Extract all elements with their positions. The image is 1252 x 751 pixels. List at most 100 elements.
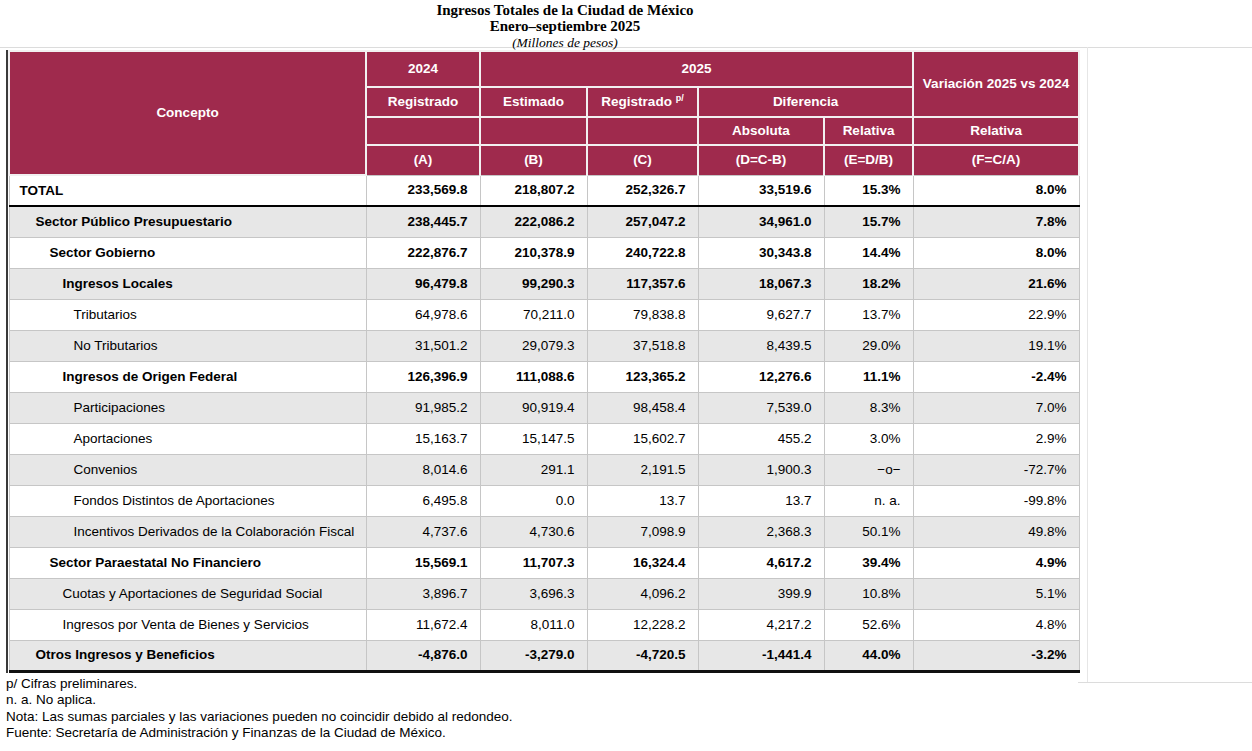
- cell-variacion-relativa: 8.0%: [913, 175, 1079, 206]
- cell-registrado-2024: 31,501.2: [366, 330, 480, 361]
- cell-diferencia-relativa: 8.3%: [824, 392, 913, 423]
- cell-registrado-2025: 4,096.2: [587, 578, 698, 609]
- cell-concepto: Ingresos Locales: [9, 268, 366, 299]
- table-row: Participaciones 91,985.2 90,919.4 98,458…: [9, 392, 1079, 423]
- cell-concepto: Sector Paraestatal No Financiero: [9, 547, 366, 578]
- cell-variacion-relativa: -3.2%: [913, 640, 1079, 671]
- cell-estimado: 70,211.0: [480, 299, 587, 330]
- cell-concepto: Sector Público Presupuestario: [9, 206, 366, 237]
- cell-diferencia-absoluta: 34,961.0: [698, 206, 824, 237]
- cell-estimado: 111,088.6: [480, 361, 587, 392]
- cell-diferencia-absoluta: 30,343.8: [698, 237, 824, 268]
- header-formula-a: (A): [366, 145, 480, 175]
- cell-registrado-2025: 79,838.8: [587, 299, 698, 330]
- cell-diferencia-absoluta: 455.2: [698, 423, 824, 454]
- cell-diferencia-relativa: 18.2%: [824, 268, 913, 299]
- cell-concepto: Convenios: [9, 454, 366, 485]
- header-formula-e: (E=D/B): [824, 145, 913, 175]
- cell-registrado-2024: 126,396.9: [366, 361, 480, 392]
- cell-registrado-2025: 37,518.8: [587, 330, 698, 361]
- report-units: (Millones de pesos): [0, 35, 1130, 49]
- header-registrado-2025: Registrado p/: [587, 87, 698, 117]
- cell-registrado-2024: 3,896.7: [366, 578, 480, 609]
- preliminary-superscript: p/: [676, 93, 684, 103]
- cell-diferencia-absoluta: 9,627.7: [698, 299, 824, 330]
- cell-registrado-2024: 11,672.4: [366, 609, 480, 640]
- cell-registrado-2025: 16,324.4: [587, 547, 698, 578]
- cell-diferencia-absoluta: -1,441.4: [698, 640, 824, 671]
- cell-registrado-2025: -4,720.5: [587, 640, 698, 671]
- cell-concepto: Ingresos de Origen Federal: [9, 361, 366, 392]
- cell-concepto: TOTAL: [9, 175, 366, 206]
- cell-variacion-relativa: 21.6%: [913, 268, 1079, 299]
- cell-diferencia-absoluta: 12,276.6: [698, 361, 824, 392]
- header-formula-d: (D=C-B): [698, 145, 824, 175]
- cell-estimado: 210,378.9: [480, 237, 587, 268]
- cell-registrado-2024: 15,569.1: [366, 547, 480, 578]
- cell-diferencia-absoluta: 4,217.2: [698, 609, 824, 640]
- report-period: Enero–septiembre 2025: [0, 19, 1130, 35]
- cell-registrado-2024: 222,876.7: [366, 237, 480, 268]
- cell-diferencia-relativa: 11.1%: [824, 361, 913, 392]
- cell-concepto: Cuotas y Aportaciones de Seguridad Socia…: [9, 578, 366, 609]
- cell-registrado-2024: 233,569.8: [366, 175, 480, 206]
- header-spacer-a: [366, 117, 480, 145]
- table-row: TOTAL 233,569.8 218,807.2 252,326.7 33,5…: [9, 175, 1079, 206]
- header-absoluta: Absoluta: [698, 117, 824, 145]
- header-estimado: Estimado: [480, 87, 587, 117]
- cell-diferencia-absoluta: 4,617.2: [698, 547, 824, 578]
- cell-variacion-relativa: -2.4%: [913, 361, 1079, 392]
- header-relativa: Relativa: [824, 117, 913, 145]
- header-spacer-b: [480, 117, 587, 145]
- report-title-block: Ingresos Totales de la Ciudad de México …: [0, 0, 1130, 49]
- header-diferencia: Diferencia: [698, 87, 913, 117]
- cell-diferencia-relativa: 10.8%: [824, 578, 913, 609]
- cell-registrado-2025: 13.7: [587, 485, 698, 516]
- cell-estimado: 15,147.5: [480, 423, 587, 454]
- cell-registrado-2024: -4,876.0: [366, 640, 480, 671]
- cell-variacion-relativa: 7.0%: [913, 392, 1079, 423]
- cell-registrado-2025: 257,047.2: [587, 206, 698, 237]
- cell-variacion-relativa: 4.9%: [913, 547, 1079, 578]
- cell-concepto: No Tributarios: [9, 330, 366, 361]
- cell-registrado-2024: 15,163.7: [366, 423, 480, 454]
- cell-registrado-2025: 15,602.7: [587, 423, 698, 454]
- table-row: Sector Paraestatal No Financiero 15,569.…: [9, 547, 1079, 578]
- cell-diferencia-relativa: 50.1%: [824, 516, 913, 547]
- cell-diferencia-absoluta: 33,519.6: [698, 175, 824, 206]
- table-row: Fondos Distintos de Aportaciones 6,495.8…: [9, 485, 1079, 516]
- cell-registrado-2025: 123,365.2: [587, 361, 698, 392]
- cell-variacion-relativa: 5.1%: [913, 578, 1079, 609]
- cell-registrado-2025: 7,098.9: [587, 516, 698, 547]
- header-variacion: Variación 2025 vs 2024: [913, 51, 1079, 117]
- footnote-source: Fuente: Secretaría de Administración y F…: [6, 725, 1252, 742]
- report-title: Ingresos Totales de la Ciudad de México: [0, 3, 1130, 19]
- table-header: Concepto 2024 2025 Variación 2025 vs 202…: [9, 51, 1079, 175]
- cell-registrado-2025: 12,228.2: [587, 609, 698, 640]
- cell-concepto: Participaciones: [9, 392, 366, 423]
- cell-diferencia-absoluta: 1,900.3: [698, 454, 824, 485]
- cell-concepto: Tributarios: [9, 299, 366, 330]
- cell-variacion-relativa: 7.8%: [913, 206, 1079, 237]
- cell-estimado: 222,086.2: [480, 206, 587, 237]
- cell-diferencia-relativa: 15.3%: [824, 175, 913, 206]
- table-row: Sector Gobierno 222,876.7 210,378.9 240,…: [9, 237, 1079, 268]
- cell-registrado-2025: 2,191.5: [587, 454, 698, 485]
- header-year-2025: 2025: [480, 51, 913, 87]
- header-formula-f: (F=C/A): [913, 145, 1079, 175]
- cell-variacion-relativa: 8.0%: [913, 237, 1079, 268]
- cell-concepto: Aportaciones: [9, 423, 366, 454]
- table-row: Aportaciones 15,163.7 15,147.5 15,602.7 …: [9, 423, 1079, 454]
- table-row: Tributarios 64,978.6 70,211.0 79,838.8 9…: [9, 299, 1079, 330]
- cell-diferencia-absoluta: 2,368.3: [698, 516, 824, 547]
- cell-estimado: 291.1: [480, 454, 587, 485]
- cell-diferencia-relativa: 14.4%: [824, 237, 913, 268]
- cell-variacion-relativa: 19.1%: [913, 330, 1079, 361]
- cell-diferencia-relativa: 13.7%: [824, 299, 913, 330]
- cell-diferencia-relativa: 15.7%: [824, 206, 913, 237]
- cell-variacion-relativa: 49.8%: [913, 516, 1079, 547]
- cell-concepto: Sector Gobierno: [9, 237, 366, 268]
- table-row: Incentivos Derivados de la Colaboración …: [9, 516, 1079, 547]
- header-formula-c: (C): [587, 145, 698, 175]
- cell-concepto: Ingresos por Venta de Bienes y Servicios: [9, 609, 366, 640]
